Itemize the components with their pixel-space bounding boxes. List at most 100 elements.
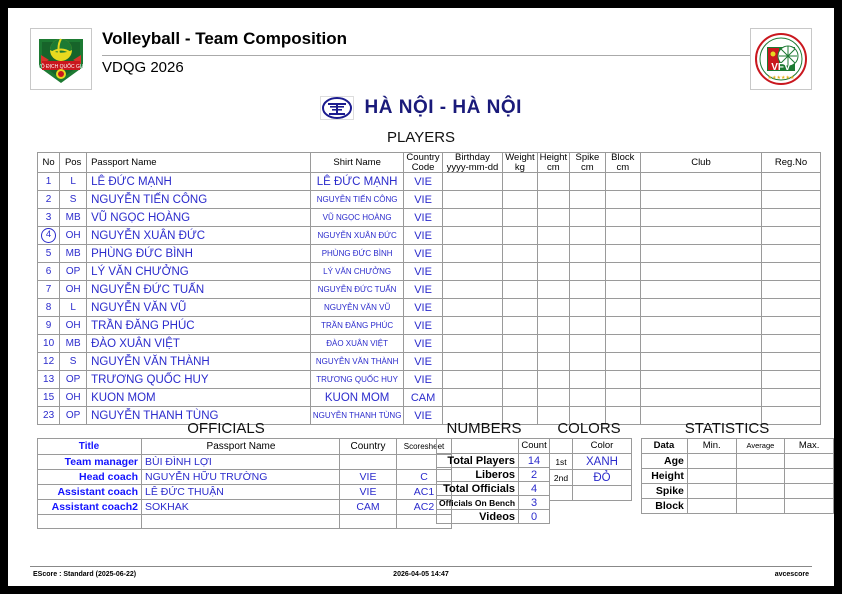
player-weight[interactable] [502, 262, 538, 281]
player-spike[interactable] [569, 226, 606, 245]
table-row[interactable]: 4 OH NGUYỄN XUÂN ĐỨC NGUYỄN XUÂN ĐỨC VIE [36, 226, 821, 245]
table-row[interactable]: 6 OP LÝ VĂN CHƯỞNG LÝ VĂN CHƯỞNG VIE [36, 262, 821, 281]
player-club[interactable] [639, 244, 763, 263]
player-block[interactable] [604, 208, 641, 227]
player-birthday[interactable] [441, 298, 504, 317]
player-weight[interactable] [502, 370, 538, 389]
player-height[interactable] [536, 388, 571, 407]
player-club[interactable] [639, 298, 763, 317]
player-club[interactable] [639, 388, 763, 407]
player-weight[interactable] [502, 208, 538, 227]
player-club[interactable] [639, 352, 763, 371]
player-birthday[interactable] [441, 280, 504, 299]
player-reg-no[interactable] [761, 388, 821, 407]
player-height[interactable] [536, 208, 571, 227]
player-height[interactable] [536, 334, 571, 353]
table-row[interactable]: 2 S NGUYỄN TIẾN CÔNG NGUYỄN TIẾN CÔNG VIE [36, 190, 821, 209]
player-weight[interactable] [502, 316, 538, 335]
player-spike[interactable] [569, 370, 606, 389]
player-height[interactable] [536, 172, 571, 191]
player-weight[interactable] [502, 226, 538, 245]
player-reg-no[interactable] [761, 406, 821, 425]
player-block[interactable] [604, 280, 641, 299]
player-block[interactable] [604, 244, 641, 263]
player-height[interactable] [536, 280, 571, 299]
table-row[interactable]: 1 L LÊ ĐỨC MẠNH LÊ ĐỨC MẠNH VIE [36, 172, 821, 191]
player-birthday[interactable] [441, 190, 504, 209]
player-reg-no[interactable] [761, 172, 821, 191]
player-weight[interactable] [502, 190, 538, 209]
table-row[interactable]: Head coach NGUYỄN HỮU TRƯỜNG VIE C [37, 469, 452, 485]
player-height[interactable] [536, 298, 571, 317]
player-block[interactable] [604, 370, 641, 389]
table-row[interactable]: Team manager BÙI ĐÌNH LỢI [37, 454, 452, 470]
player-birthday[interactable] [441, 262, 504, 281]
player-reg-no[interactable] [761, 190, 821, 209]
player-reg-no[interactable] [761, 316, 821, 335]
player-weight[interactable] [502, 298, 538, 317]
player-birthday[interactable] [441, 388, 504, 407]
player-height[interactable] [536, 262, 571, 281]
player-club[interactable] [639, 172, 763, 191]
table-row[interactable]: 13 OP TRƯƠNG QUỐC HUY TRƯƠNG QUỐC HUY VIE [36, 370, 821, 389]
table-row[interactable]: 7 OH NGUYỄN ĐỨC TUẤN NGUYỄN ĐỨC TUẤN VIE [36, 280, 821, 299]
player-reg-no[interactable] [761, 334, 821, 353]
player-weight[interactable] [502, 388, 538, 407]
player-reg-no[interactable] [761, 262, 821, 281]
table-row[interactable]: 8 L NGUYỄN VĂN VŨ NGUYỄN VĂN VŨ VIE [36, 298, 821, 317]
player-spike[interactable] [569, 334, 606, 353]
player-club[interactable] [639, 208, 763, 227]
player-height[interactable] [536, 244, 571, 263]
player-block[interactable] [604, 352, 641, 371]
table-row[interactable]: 10 MB ĐÀO XUÂN VIỆT ĐÀO XUÂN VIỆT VIE [36, 334, 821, 353]
player-birthday[interactable] [441, 172, 504, 191]
table-row[interactable]: Assistant coach2 SOKHAK CAM AC2 [37, 499, 452, 515]
player-birthday[interactable] [441, 226, 504, 245]
player-weight[interactable] [502, 280, 538, 299]
player-spike[interactable] [569, 298, 606, 317]
table-row[interactable]: 3 MB VŨ NGỌC HOÀNG VŨ NGỌC HOÀNG VIE [36, 208, 821, 227]
player-club[interactable] [639, 370, 763, 389]
player-block[interactable] [604, 298, 641, 317]
player-birthday[interactable] [441, 352, 504, 371]
player-club[interactable] [639, 280, 763, 299]
player-birthday[interactable] [441, 244, 504, 263]
table-row[interactable]: 1st XANH [549, 453, 632, 470]
player-spike[interactable] [569, 190, 606, 209]
player-block[interactable] [604, 226, 641, 245]
player-reg-no[interactable] [761, 208, 821, 227]
player-spike[interactable] [569, 388, 606, 407]
table-row[interactable]: 5 MB PHÙNG ĐỨC BÌNH PHÙNG ĐỨC BÌNH VIE [36, 244, 821, 263]
player-height[interactable] [536, 316, 571, 335]
player-spike[interactable] [569, 406, 606, 425]
player-club[interactable] [639, 316, 763, 335]
player-block[interactable] [604, 262, 641, 281]
player-spike[interactable] [569, 262, 606, 281]
player-weight[interactable] [502, 244, 538, 263]
table-row[interactable]: 23 OP NGUYỄN THANH TÙNG NGUYỄN THANH TÙNG VI… [36, 406, 821, 425]
player-block[interactable] [604, 316, 641, 335]
player-block[interactable] [604, 172, 641, 191]
player-reg-no[interactable] [761, 352, 821, 371]
player-weight[interactable] [502, 352, 538, 371]
player-height[interactable] [536, 352, 571, 371]
table-row[interactable]: 15 OH KUON MOM KUON MOM CAM [36, 388, 821, 407]
player-spike[interactable] [569, 316, 606, 335]
player-reg-no[interactable] [761, 280, 821, 299]
player-block[interactable] [604, 190, 641, 209]
player-weight[interactable] [502, 172, 538, 191]
player-height[interactable] [536, 370, 571, 389]
player-spike[interactable] [569, 208, 606, 227]
player-club[interactable] [639, 262, 763, 281]
player-birthday[interactable] [441, 370, 504, 389]
player-block[interactable] [604, 334, 641, 353]
player-reg-no[interactable] [761, 226, 821, 245]
table-row[interactable]: Assistant coach LÊ ĐỨC THUẬN VIE AC1 [37, 484, 452, 500]
player-height[interactable] [536, 226, 571, 245]
table-row[interactable]: 12 S NGUYỄN VĂN THÀNH NGUYỄN VĂN THÀNH VIE [36, 352, 821, 371]
table-row[interactable]: 2nd ĐỎ [549, 469, 632, 486]
player-reg-no[interactable] [761, 370, 821, 389]
player-club[interactable] [639, 190, 763, 209]
player-block[interactable] [604, 406, 641, 425]
player-height[interactable] [536, 406, 571, 425]
